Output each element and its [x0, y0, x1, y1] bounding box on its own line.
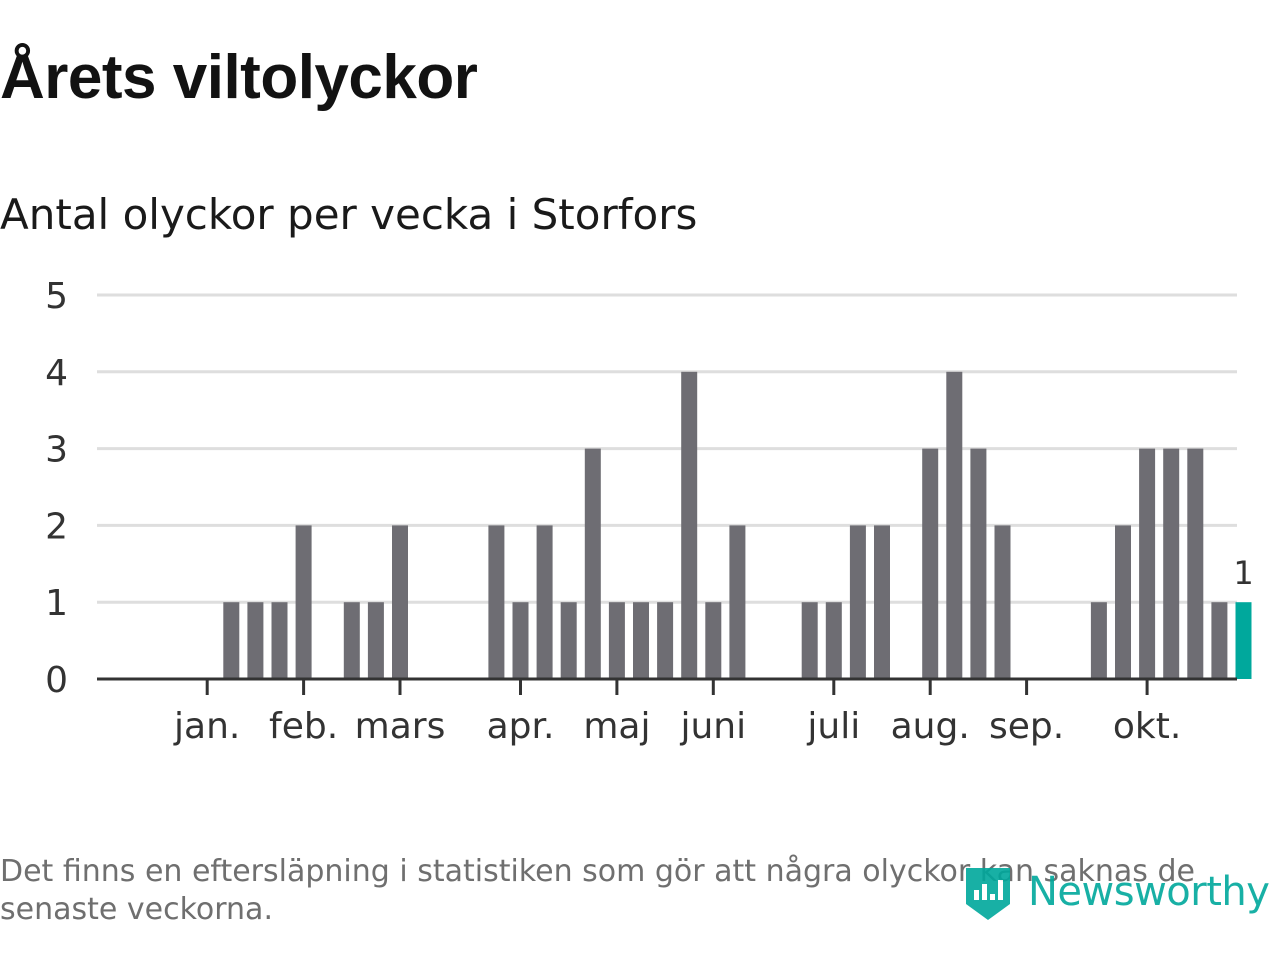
bar-week-44 — [1187, 448, 1204, 679]
x-tick-label: okt. — [1113, 706, 1181, 747]
grid-lines — [97, 293, 1237, 604]
bar-week-43 — [1163, 448, 1180, 679]
bar-week-20 — [608, 602, 625, 679]
brand-name: Newsworthy — [1028, 869, 1270, 915]
bar-chart: 0 1 2 3 4 5 jan. feb. mars apr. maj juni juli aug. se… — [45, 276, 1254, 747]
bar-week-35 — [970, 448, 987, 679]
bar-week-24 — [705, 602, 722, 679]
y-tick-label: 4 — [45, 353, 68, 394]
y-tick-label: 1 — [45, 583, 68, 624]
x-tick-label: mars — [355, 706, 446, 747]
bar-week-5 — [247, 602, 264, 679]
chart-subtitle: Antal olyckor per vecka i Storfors — [0, 190, 698, 239]
y-tick-label: 3 — [45, 430, 68, 471]
x-axis-ticks: jan. feb. mars apr. maj juni juli aug. sep. okt. — [173, 679, 1181, 747]
x-tick-label: feb. — [269, 706, 338, 747]
bar-week-36 — [994, 525, 1011, 679]
x-tick-label: maj — [583, 706, 650, 747]
y-axis-ticks: 0 1 2 3 4 5 — [45, 276, 68, 701]
bars — [223, 371, 1252, 679]
bar-week-25 — [729, 525, 746, 679]
chart-title: Årets viltolyckor — [0, 43, 478, 112]
x-tick-label: sep. — [989, 706, 1064, 747]
bar-week-16 — [512, 602, 529, 679]
bar-week-19 — [584, 448, 601, 679]
x-tick-label: juli — [806, 706, 860, 747]
bar-week-4 — [223, 602, 240, 679]
annotations: 1 — [1233, 554, 1253, 592]
bar-week-34 — [946, 371, 963, 679]
bar-week-21 — [633, 602, 649, 679]
y-tick-label: 0 — [45, 660, 68, 701]
bar-week-40 — [1090, 602, 1107, 679]
bar-week-45 — [1211, 602, 1228, 679]
bar-week-30 — [849, 525, 866, 679]
bar-week-22 — [657, 602, 674, 679]
y-tick-label: 2 — [45, 506, 68, 547]
y-tick-label: 5 — [45, 276, 68, 317]
bar-week-29 — [825, 602, 842, 679]
newsworthy-logo-icon — [966, 868, 1010, 920]
bar-week-7 — [295, 525, 312, 679]
bar-week-41 — [1115, 525, 1131, 679]
brand-logo: Newsworthy — [962, 860, 1280, 924]
bar-week-18 — [560, 602, 577, 679]
x-tick-label: aug. — [891, 706, 970, 747]
bar-week-28 — [801, 602, 818, 679]
bar-week-42 — [1139, 448, 1156, 679]
bar-week-31 — [874, 525, 890, 679]
data-label-last-week: 1 — [1233, 554, 1253, 592]
bar-week-46 — [1235, 602, 1252, 679]
x-tick-label: jan. — [173, 706, 240, 747]
bar-week-15 — [488, 525, 505, 679]
bar-week-33 — [922, 448, 939, 679]
bar-week-11 — [392, 525, 408, 679]
bar-week-10 — [367, 602, 384, 679]
x-tick-label: juni — [679, 706, 746, 747]
x-tick-label: apr. — [487, 706, 555, 747]
bar-week-9 — [343, 602, 360, 679]
bar-week-6 — [271, 602, 288, 679]
bar-week-17 — [536, 525, 553, 679]
bar-week-23 — [681, 371, 698, 679]
